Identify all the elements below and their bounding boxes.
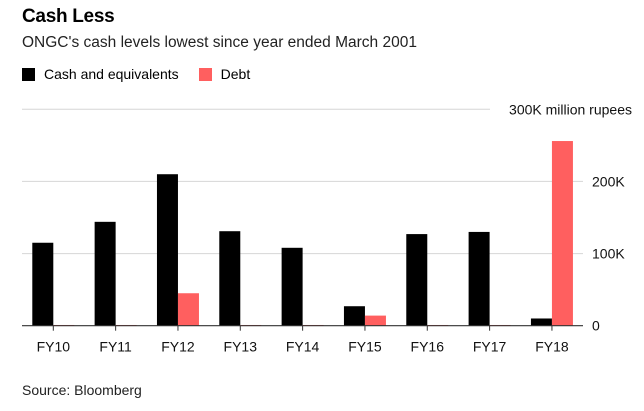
bar-cash (530, 318, 552, 326)
x-tick-label: FY18 (535, 339, 569, 355)
x-tick-label: FY11 (99, 339, 132, 355)
legend-swatch-cash (22, 67, 35, 81)
bar-cash (156, 174, 178, 326)
bar-cash (406, 234, 428, 326)
bar-cash (219, 231, 241, 326)
bar-debt (551, 141, 573, 326)
bar-debt (177, 293, 199, 326)
source-note: Source: Bloomberg (22, 382, 142, 398)
x-tick-label: FY12 (161, 339, 195, 355)
bar-cash (94, 221, 116, 326)
y-tick-label: 300K million rupees (509, 101, 632, 117)
y-tick-label: 200K (592, 173, 625, 189)
legend: Cash and equivalents Debt (22, 66, 270, 82)
bar-debt (364, 315, 386, 326)
x-tick-label: FY16 (411, 339, 445, 355)
x-tick-label: FY13 (224, 339, 258, 355)
legend-label-cash: Cash and equivalents (44, 66, 179, 82)
y-tick-label: 0 (592, 318, 600, 334)
y-tick-label: 100K (592, 246, 625, 262)
legend-label-debt: Debt (220, 66, 251, 82)
bar-cash (343, 306, 365, 326)
chart-subtitle: ONGC's cash levels lowest since year end… (22, 34, 417, 51)
x-tick-label: FY15 (348, 339, 382, 355)
bar-cash (468, 231, 490, 326)
x-tick-label: FY14 (286, 339, 320, 355)
chart-title: Cash Less (22, 6, 115, 27)
bar-cash (32, 242, 54, 326)
x-tick-label: FY17 (473, 339, 507, 355)
x-tick-label: FY10 (37, 339, 71, 355)
bar-cash (281, 247, 303, 326)
legend-swatch-debt (198, 67, 212, 81)
